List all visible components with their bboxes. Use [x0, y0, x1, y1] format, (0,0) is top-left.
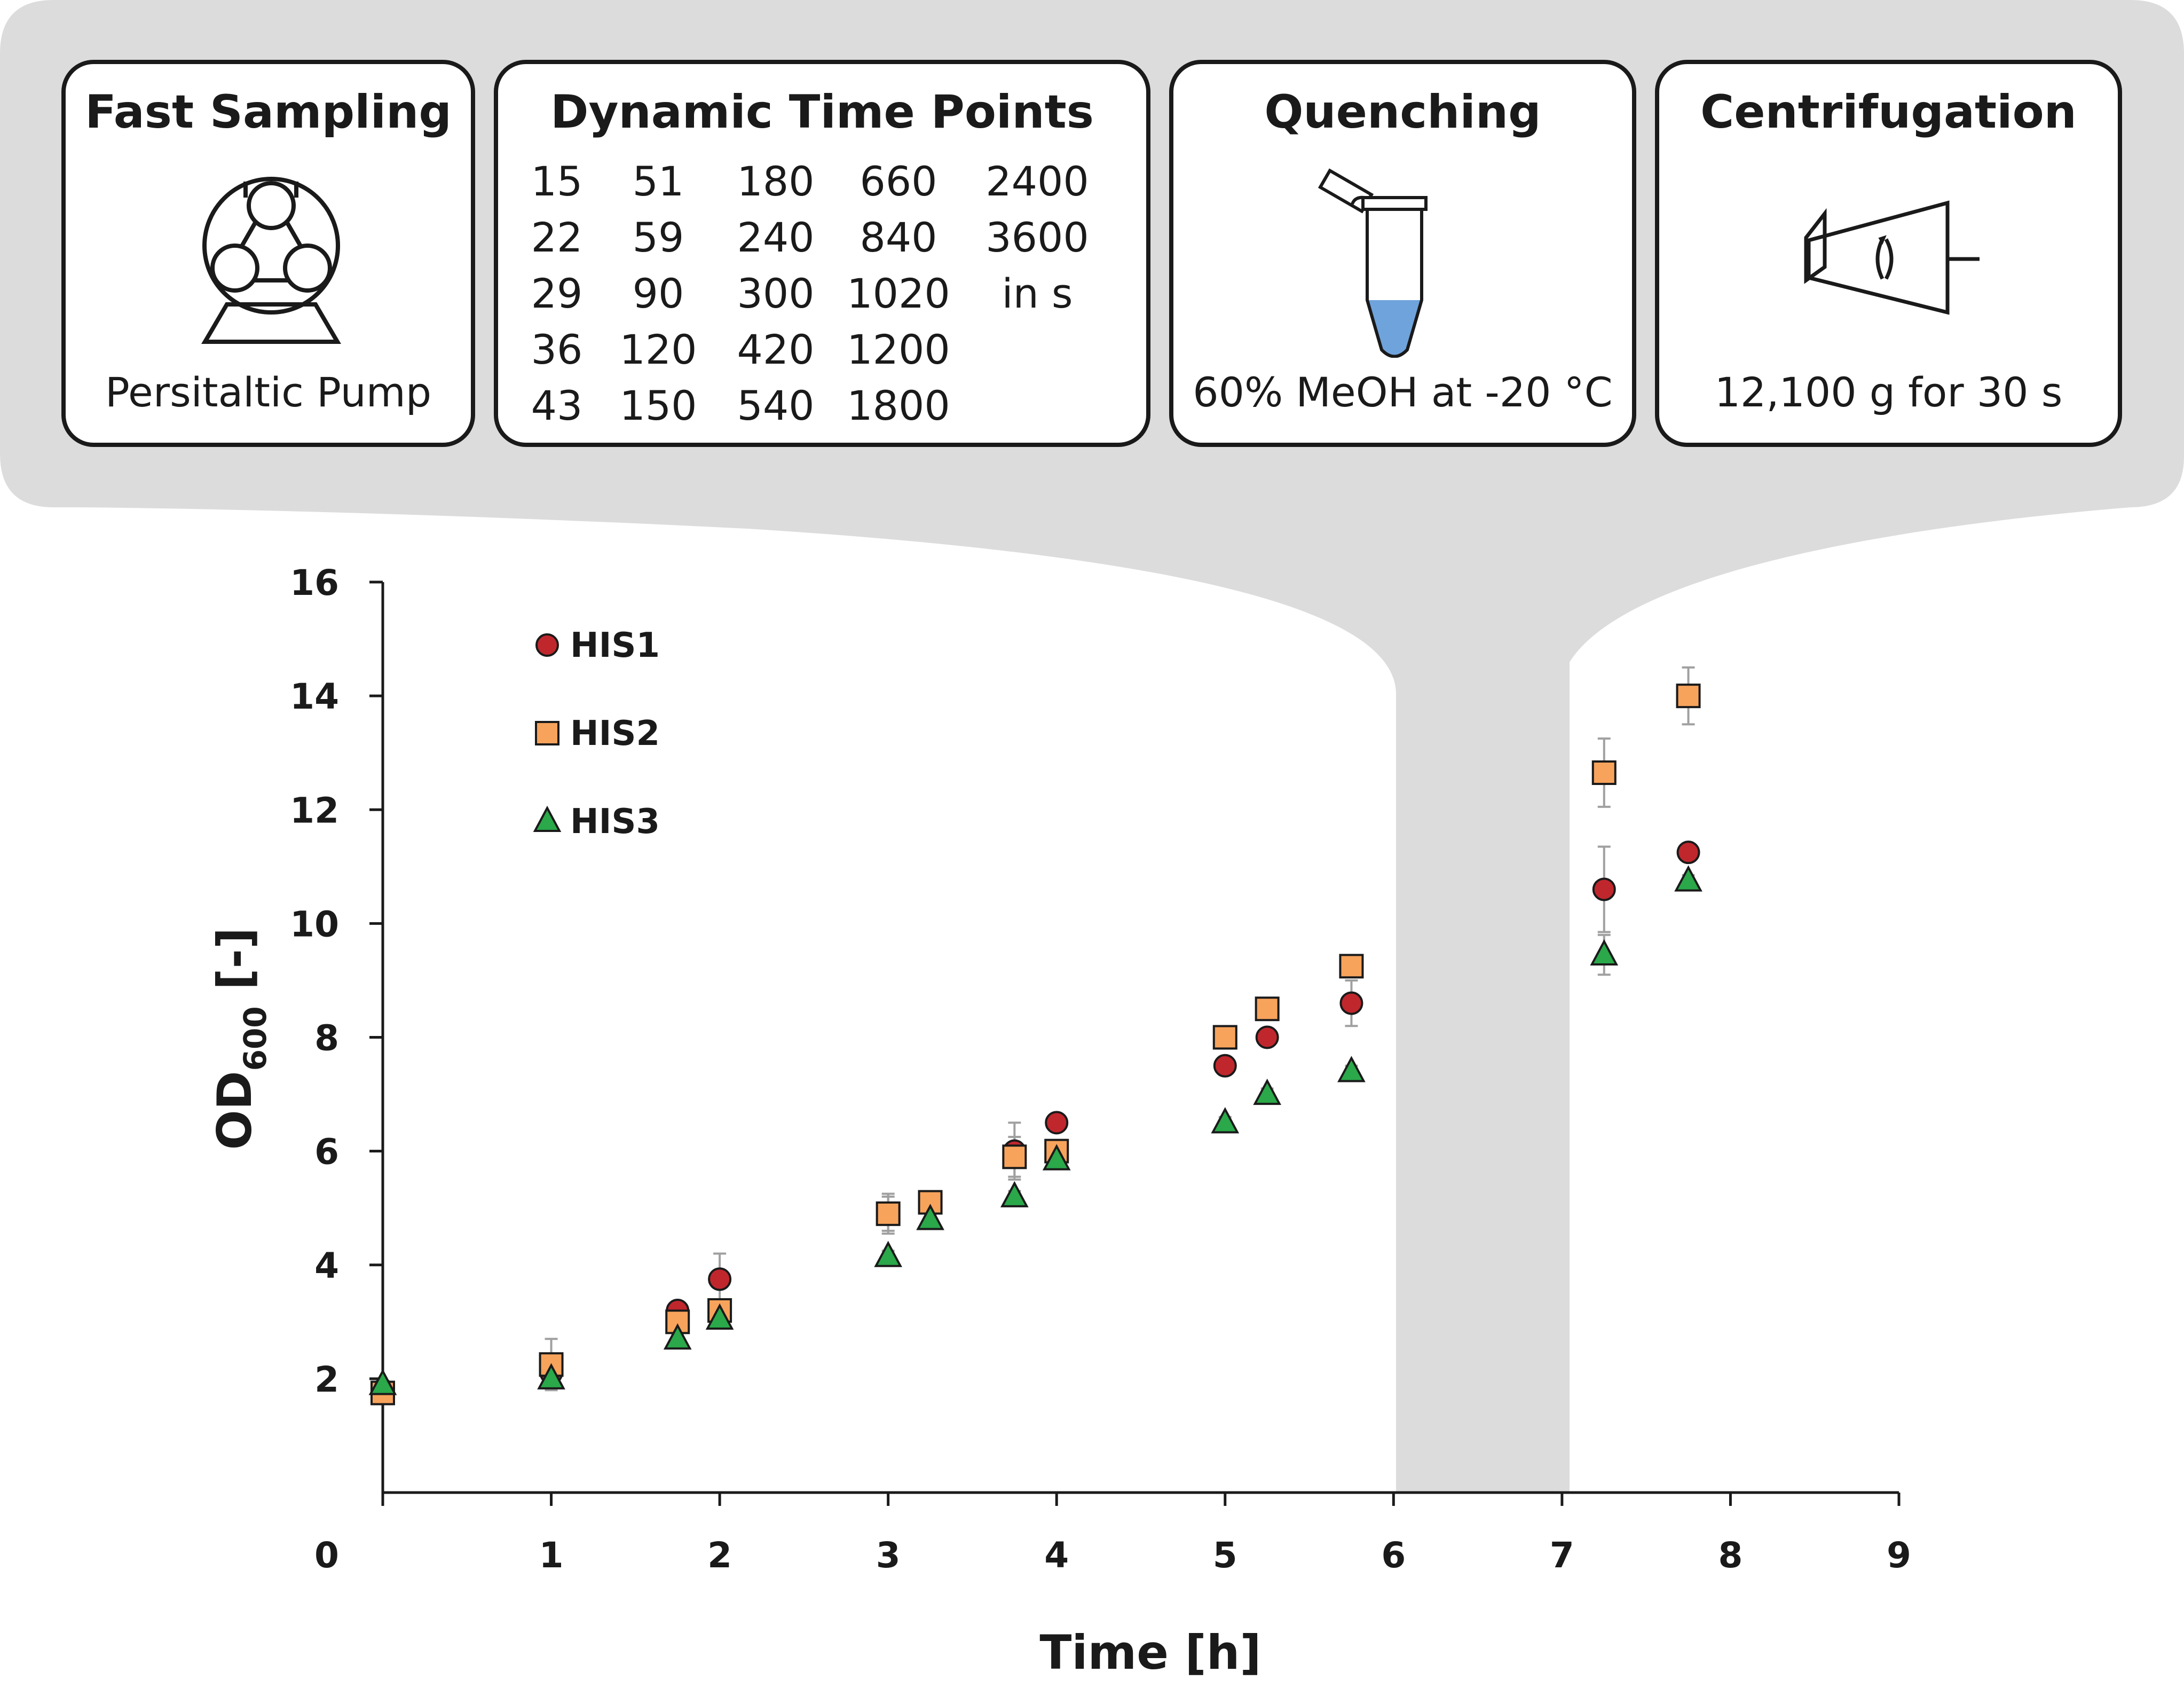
data-points	[368, 684, 1702, 1406]
time-point: 43	[531, 382, 583, 429]
his1-point	[1213, 1054, 1237, 1078]
fast-sampling-panel: Fast Sampling Persitaltic Pump	[61, 60, 475, 447]
time-point: in s	[1002, 270, 1073, 317]
x-tick-label: 2	[707, 1535, 732, 1576]
y-tick-label: 2	[314, 1359, 339, 1400]
his1-point	[1592, 877, 1616, 901]
y-tick-label: 4	[314, 1245, 339, 1286]
his1-point	[1255, 1025, 1279, 1049]
time-point: 840	[860, 214, 937, 261]
his3-point	[1253, 1078, 1282, 1105]
fast-sampling-title: Fast Sampling	[85, 85, 452, 139]
his1-legend-label: HIS1	[570, 626, 660, 665]
his2-point	[539, 1352, 564, 1377]
x-tick-label: 5	[1213, 1535, 1237, 1576]
his3-legend-label: HIS3	[570, 802, 660, 842]
time-point: 15	[531, 158, 583, 205]
y-axis-title-suffix: [-]	[207, 928, 262, 1007]
peristaltic-pump-icon	[201, 177, 341, 344]
x-axis-title: Time [h]	[1039, 1625, 1261, 1680]
quenching-title: Quenching	[1264, 85, 1541, 139]
centrifuge-icon	[1804, 200, 1980, 315]
x-tick-label: 1	[539, 1535, 564, 1576]
his1-point	[708, 1267, 732, 1291]
his3-point	[1211, 1107, 1240, 1134]
his2-point	[1591, 760, 1617, 785]
his2-point	[1676, 684, 1701, 709]
time-point: 90	[632, 270, 684, 317]
his3-point	[874, 1241, 903, 1267]
his2-legend-label: HIS2	[570, 714, 660, 753]
his1-point	[1339, 991, 1363, 1015]
time-point: 29	[531, 270, 583, 317]
centrifugation-caption: 12,100 g for 30 s	[1714, 368, 2063, 416]
dynamic-time-points-panel: Dynamic Time Points 15 22 29 36 43 51 59 90 120 1…	[494, 60, 1150, 447]
y-tick-label: 16	[290, 562, 339, 603]
time-point: 150	[619, 382, 697, 429]
his2-legend-marker	[535, 721, 559, 745]
his1-point	[1676, 841, 1700, 865]
fast-sampling-caption: Persitaltic Pump	[105, 368, 432, 416]
x-tick-label: 0	[314, 1535, 339, 1576]
his3-point	[1042, 1144, 1071, 1171]
time-point: 180	[737, 158, 815, 205]
x-tick-label: 9	[1887, 1535, 1911, 1576]
sample-tube-icon	[1318, 168, 1428, 358]
his2-point	[1002, 1144, 1027, 1169]
his3-point	[663, 1323, 692, 1350]
chart-legend: HIS1 HIS2 HIS3	[533, 626, 660, 842]
y-tick-label: 14	[290, 676, 339, 717]
x-tick-label: 6	[1381, 1535, 1406, 1576]
his2-point	[1339, 954, 1364, 979]
his2-point	[876, 1201, 901, 1226]
x-tick-label: 8	[1718, 1535, 1743, 1576]
time-point: 300	[737, 270, 815, 317]
his3-legend-marker	[533, 805, 562, 832]
his3-point	[368, 1369, 397, 1395]
his3-point	[705, 1303, 734, 1330]
x-tick-label: 7	[1550, 1535, 1574, 1576]
quenching-caption: 60% MeOH at -20 °C	[1193, 368, 1613, 416]
his1-legend-marker	[535, 633, 559, 657]
y-tick-label: 6	[314, 1132, 339, 1173]
his3-point	[537, 1363, 565, 1389]
time-point: 36	[531, 326, 583, 373]
time-point: 1800	[847, 382, 950, 429]
time-point: 22	[531, 214, 583, 261]
y-tick-label: 10	[290, 904, 339, 945]
y-tick-label: 12	[290, 790, 339, 831]
time-point: 420	[737, 326, 815, 373]
time-point: 2400	[985, 158, 1089, 205]
time-point: 540	[737, 382, 815, 429]
his3-point	[1000, 1181, 1029, 1207]
time-point: 51	[632, 158, 684, 205]
y-axis-title-subscript: 600	[237, 1006, 273, 1071]
y-axis-title: OD600 [-]	[207, 928, 273, 1150]
time-point: 240	[737, 214, 815, 261]
y-axis-title-main: OD	[207, 1071, 262, 1150]
his1-point	[1045, 1111, 1069, 1135]
time-point: 120	[619, 326, 697, 373]
his3-point	[1337, 1056, 1366, 1082]
his3-point	[1590, 939, 1619, 965]
quenching-panel: Quenching 60% MeOH at -20 °C	[1169, 60, 1636, 447]
his2-point	[1212, 1025, 1237, 1050]
his3-point	[916, 1204, 944, 1230]
time-point: 1020	[847, 270, 950, 317]
x-tick-label: 3	[876, 1535, 901, 1576]
time-point: 3600	[985, 214, 1089, 261]
error-bars	[376, 666, 1695, 1400]
x-tick-label: 4	[1044, 1535, 1069, 1576]
his2-point	[1255, 996, 1280, 1022]
his3-point	[1674, 865, 1702, 892]
time-point: 660	[860, 158, 937, 205]
dynamic-time-points-title: Dynamic Time Points	[550, 85, 1094, 139]
centrifugation-title: Centrifugation	[1700, 85, 2077, 139]
time-point: 59	[632, 214, 684, 261]
time-point: 1200	[847, 326, 950, 373]
centrifugation-panel: Centrifugation 12,100 g for 30 s	[1655, 60, 2122, 447]
y-tick-label: 8	[314, 1018, 339, 1059]
